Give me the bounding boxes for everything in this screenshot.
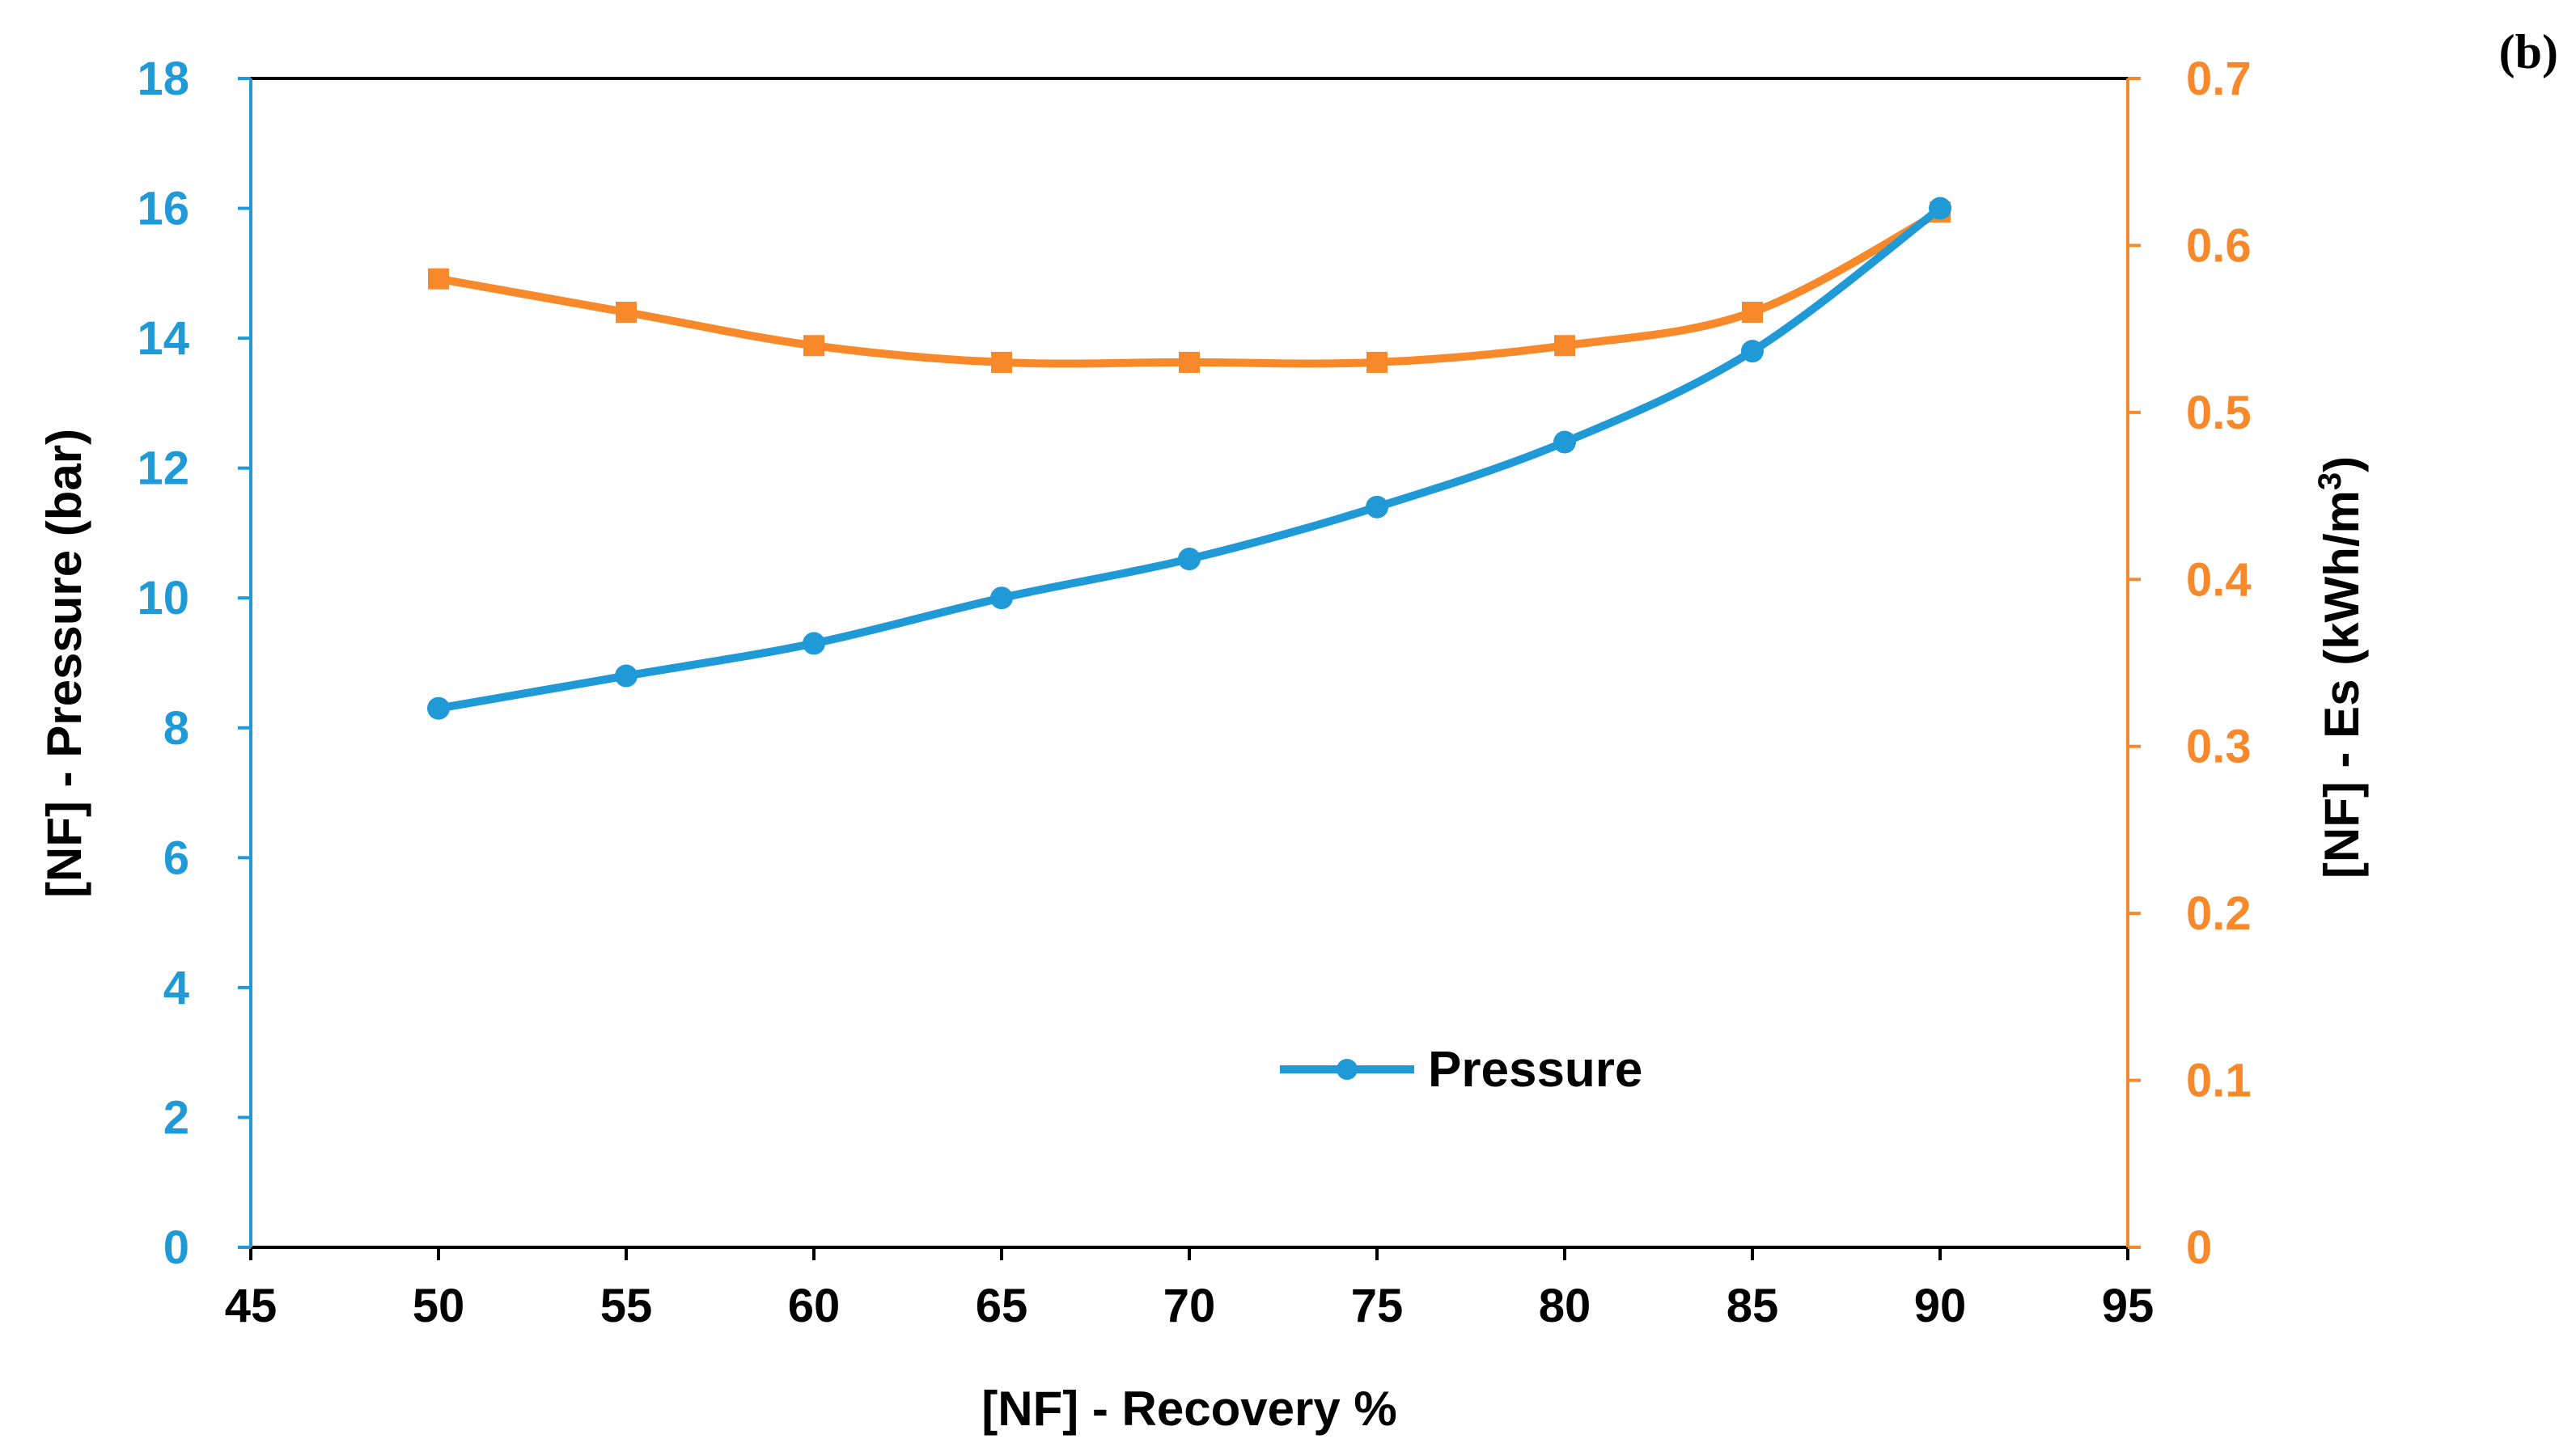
y-axis-right-title-sup: 3 xyxy=(2312,472,2348,490)
panel-label: (b) xyxy=(2499,25,2558,78)
y-left-tick-label: 8 xyxy=(163,702,189,755)
x-tick-label: 95 xyxy=(2102,1280,2154,1332)
es-point xyxy=(1554,335,1575,357)
x-axis-ticks: 45 50 55 60 65 70 75 80 85 90 95 xyxy=(225,1247,2154,1332)
pressure-point xyxy=(1741,340,1764,363)
x-tick-label: 55 xyxy=(600,1280,653,1332)
pressure-point xyxy=(1929,197,1951,220)
pressure-point xyxy=(990,586,1013,610)
y-axis-right-title: [NF] - Es (kWh/m3) xyxy=(2312,456,2369,878)
x-axis-title: [NF] - Recovery % xyxy=(981,1382,1396,1436)
x-tick-label: 65 xyxy=(976,1280,1028,1332)
y-left-tick-label: 6 xyxy=(163,832,189,884)
y-right-tick-label: 0.7 xyxy=(2186,53,2252,105)
y-left-tick-label: 12 xyxy=(137,442,189,495)
y-axis-right-ticks: 0 0.1 0.2 0.3 0.4 0.5 0.6 0.7 xyxy=(2128,53,2252,1274)
es-point xyxy=(1179,351,1200,373)
es-point xyxy=(1366,351,1388,373)
y-left-tick-label: 16 xyxy=(137,183,189,235)
y-left-tick-label: 18 xyxy=(137,53,189,105)
y-right-tick-label: 0.2 xyxy=(2186,887,2252,940)
y-left-tick-label: 10 xyxy=(137,572,189,624)
y-right-tick-label: 0.5 xyxy=(2186,387,2252,439)
y-right-tick-label: 0.3 xyxy=(2186,721,2252,773)
x-tick-label: 45 xyxy=(225,1280,278,1332)
es-point xyxy=(803,335,824,357)
y-left-tick-label: 0 xyxy=(163,1221,189,1274)
pressure-point xyxy=(1178,548,1201,571)
y-left-tick-label: 4 xyxy=(163,962,189,1014)
pressure-point xyxy=(427,696,450,720)
x-tick-label: 80 xyxy=(1539,1280,1591,1332)
x-tick-label: 75 xyxy=(1351,1280,1404,1332)
pressure-point xyxy=(803,632,825,655)
y-right-tick-label: 0.1 xyxy=(2186,1055,2252,1107)
legend: Pressure xyxy=(1280,1042,1642,1098)
pressure-point xyxy=(1366,495,1388,518)
series-pressure xyxy=(427,197,1951,720)
es-point xyxy=(1742,302,1763,323)
y-right-tick-label: 0.4 xyxy=(2186,553,2252,606)
x-tick-label: 90 xyxy=(1914,1280,1967,1332)
y-right-tick-label: 0 xyxy=(2186,1221,2212,1274)
es-point xyxy=(991,351,1012,373)
y-axis-left-ticks: 0 2 4 6 8 10 12 14 16 18 xyxy=(137,53,251,1274)
y-axis-right-title-main: [NF] - Es (kWh/m xyxy=(2315,490,2369,878)
x-tick-label: 85 xyxy=(1727,1280,1779,1332)
y-axis-left-title: [NF] - Pressure (bar) xyxy=(37,429,91,898)
y-right-tick-label: 0.6 xyxy=(2186,219,2252,272)
legend-pressure-label: Pressure xyxy=(1428,1042,1642,1098)
pressure-point xyxy=(1553,430,1576,454)
y-left-tick-label: 2 xyxy=(163,1091,189,1144)
es-point xyxy=(428,268,449,290)
es-point xyxy=(616,302,637,323)
legend-pressure-marker xyxy=(1337,1059,1358,1080)
y-left-tick-label: 14 xyxy=(137,312,189,365)
x-tick-label: 70 xyxy=(1163,1280,1216,1332)
x-tick-label: 60 xyxy=(788,1280,841,1332)
pressure-point xyxy=(615,664,638,688)
y-axis-right-title-close: ) xyxy=(2315,456,2369,472)
x-tick-label: 50 xyxy=(413,1280,465,1332)
